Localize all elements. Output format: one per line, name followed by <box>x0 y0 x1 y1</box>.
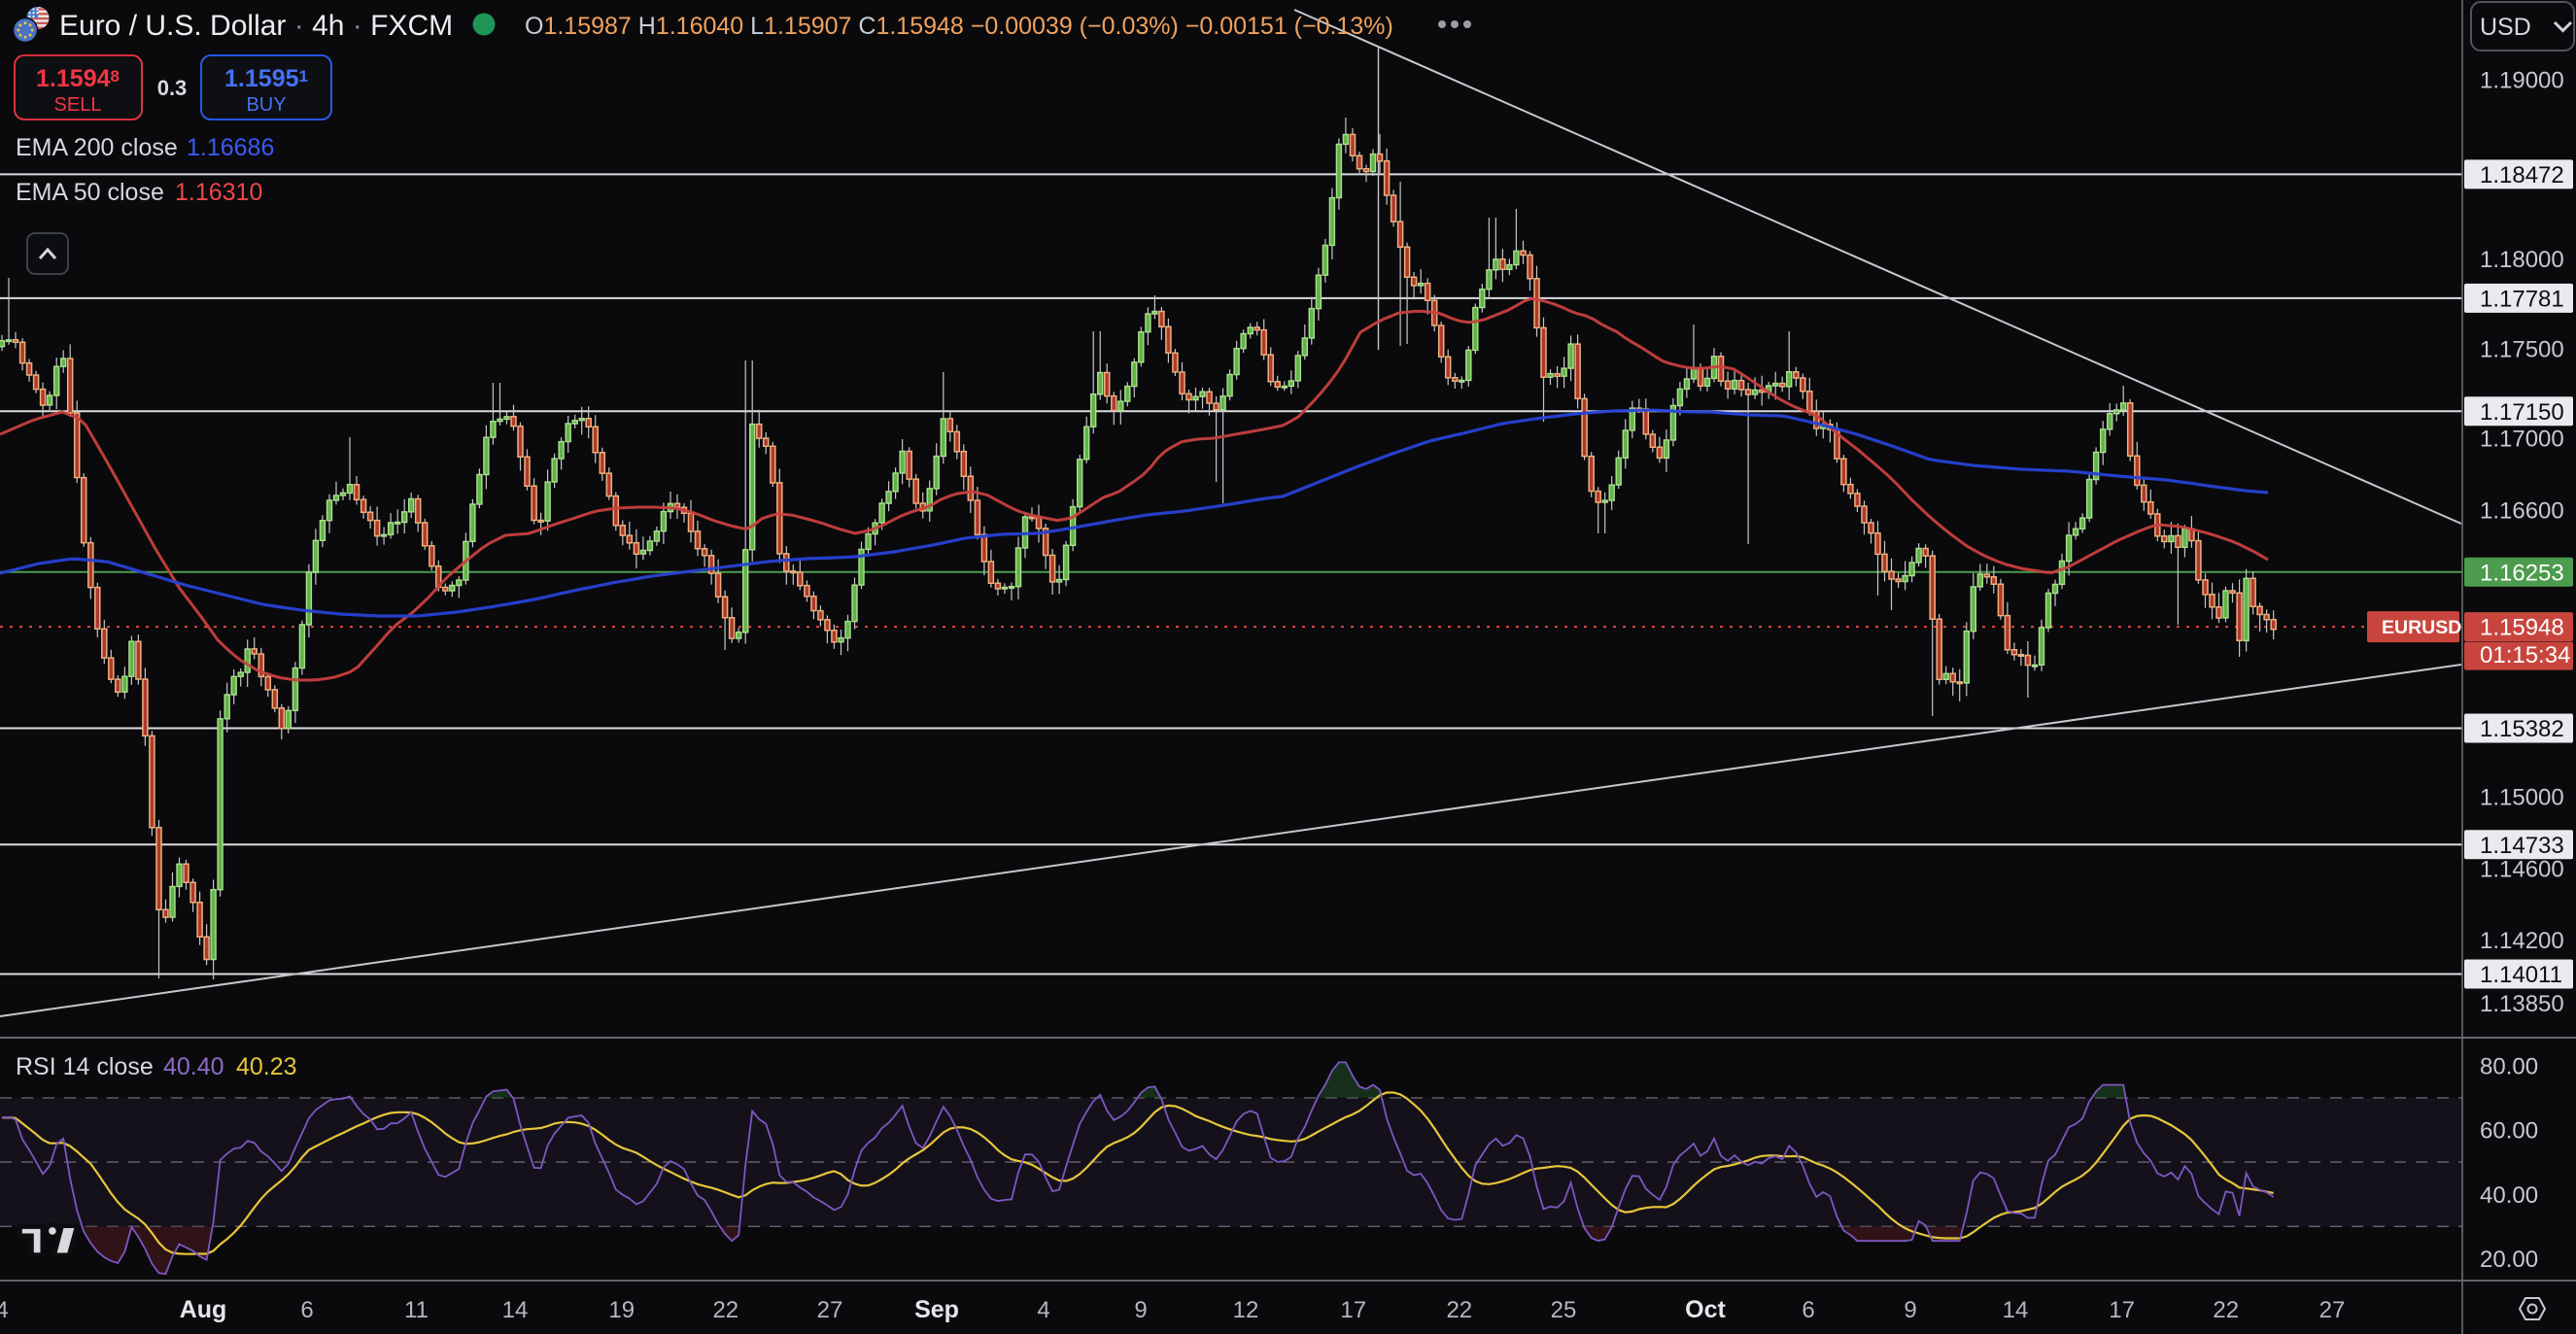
svg-text:22: 22 <box>712 1297 738 1323</box>
svg-text:1.14733: 1.14733 <box>2480 833 2564 859</box>
svg-text:Oct: Oct <box>1685 1296 1726 1323</box>
svg-text:1.15382: 1.15382 <box>2480 716 2564 742</box>
svg-text:14: 14 <box>502 1297 529 1323</box>
svg-text:1.15000: 1.15000 <box>2480 785 2564 811</box>
svg-text:25: 25 <box>1551 1297 1577 1323</box>
svg-text:Sep: Sep <box>914 1296 959 1323</box>
svg-text:17: 17 <box>1340 1297 1366 1323</box>
svg-text:1.15948: 1.15948 <box>36 65 120 92</box>
svg-text:1.17000: 1.17000 <box>2480 427 2564 453</box>
svg-text:1.17150: 1.17150 <box>2480 399 2564 426</box>
svg-text:1.18472: 1.18472 <box>2480 162 2564 188</box>
svg-text:1.15951: 1.15951 <box>224 65 308 92</box>
svg-text:9: 9 <box>1134 1297 1147 1323</box>
svg-text:Euro / U.S. Dollar · 4h · FXCM: Euro / U.S. Dollar · 4h · FXCM <box>59 10 453 42</box>
svg-text:EMA 50 close: EMA 50 close <box>16 179 164 206</box>
svg-text:27: 27 <box>2319 1297 2346 1323</box>
svg-text:22: 22 <box>2213 1297 2239 1323</box>
svg-text:EMA 200 close: EMA 200 close <box>16 134 178 161</box>
svg-text:9: 9 <box>1904 1297 1916 1323</box>
svg-text:1.19000: 1.19000 <box>2480 68 2564 94</box>
svg-text:1.17500: 1.17500 <box>2480 336 2564 362</box>
svg-text:1.13850: 1.13850 <box>2480 991 2564 1017</box>
svg-text:6: 6 <box>1802 1297 1814 1323</box>
svg-text:1.14600: 1.14600 <box>2480 856 2564 882</box>
svg-text:4: 4 <box>0 1297 9 1323</box>
svg-text:1.14011: 1.14011 <box>2480 962 2562 988</box>
svg-text:4: 4 <box>1037 1297 1049 1323</box>
svg-text:0.3: 0.3 <box>157 76 188 100</box>
svg-text:60.00: 60.00 <box>2480 1118 2538 1145</box>
svg-text:20.00: 20.00 <box>2480 1247 2538 1273</box>
svg-text:6: 6 <box>300 1297 313 1323</box>
svg-text:USD: USD <box>2480 14 2531 41</box>
svg-text:40.40: 40.40 <box>163 1053 224 1080</box>
svg-text:O1.15987 H1.16040 L1.15907 C1.: O1.15987 H1.16040 L1.15907 C1.15948 −0.0… <box>525 13 1393 40</box>
svg-text:27: 27 <box>817 1297 843 1323</box>
svg-text:1.14200: 1.14200 <box>2480 928 2564 954</box>
svg-text:1.16253: 1.16253 <box>2480 560 2564 586</box>
svg-text:SELL: SELL <box>54 94 102 116</box>
svg-text:EURUSD: EURUSD <box>2382 617 2461 638</box>
svg-text:1.16310: 1.16310 <box>175 179 262 206</box>
svg-text:14: 14 <box>2003 1297 2029 1323</box>
svg-text:40.23: 40.23 <box>236 1053 297 1080</box>
svg-text:Aug: Aug <box>180 1296 227 1323</box>
svg-text:19: 19 <box>608 1297 635 1323</box>
svg-text:17: 17 <box>2109 1297 2135 1323</box>
svg-text:RSI 14 close: RSI 14 close <box>16 1053 154 1080</box>
svg-text:40.00: 40.00 <box>2480 1182 2538 1209</box>
svg-text:1.17781: 1.17781 <box>2480 287 2564 313</box>
svg-text:1.16600: 1.16600 <box>2480 497 2564 524</box>
svg-text:1.15948: 1.15948 <box>2480 615 2564 641</box>
svg-text:11: 11 <box>404 1297 429 1323</box>
svg-text:1.16686: 1.16686 <box>187 134 274 161</box>
svg-text:BUY: BUY <box>246 94 286 116</box>
svg-text:80.00: 80.00 <box>2480 1053 2538 1079</box>
svg-text:12: 12 <box>1233 1297 1259 1323</box>
svg-text:22: 22 <box>1446 1297 1472 1323</box>
svg-text:01:15:34: 01:15:34 <box>2480 642 2570 668</box>
svg-text:1.18000: 1.18000 <box>2480 247 2564 273</box>
